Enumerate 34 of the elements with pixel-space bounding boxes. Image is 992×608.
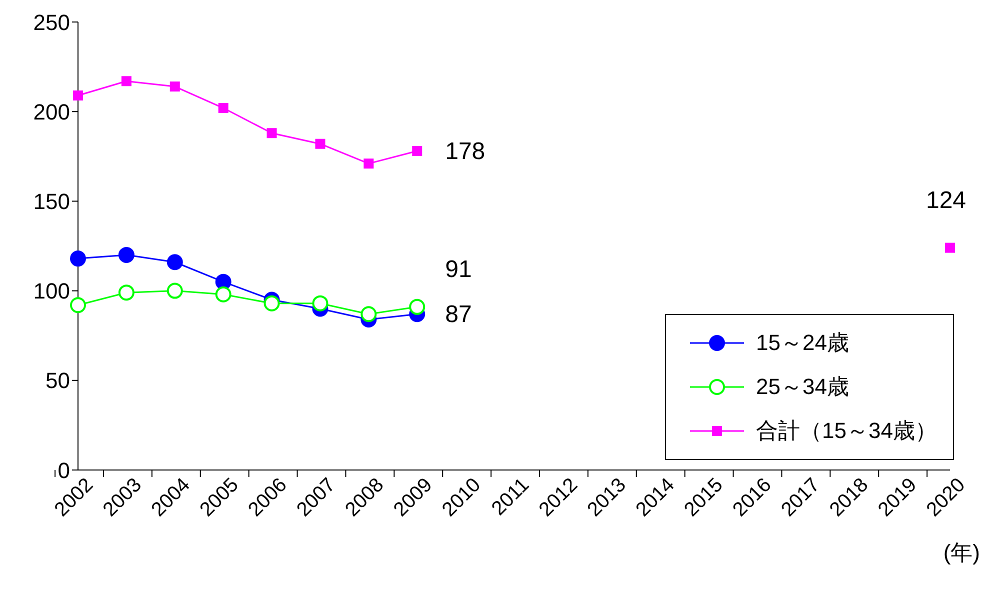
point (315, 138, 326, 149)
point (118, 246, 134, 263)
data-label: 91 (445, 256, 472, 283)
point (118, 284, 134, 301)
point (121, 76, 132, 86)
point (170, 82, 180, 92)
point (409, 298, 426, 315)
point (360, 306, 377, 322)
data-label: 124 (926, 186, 966, 214)
y-tick-label: 250 (33, 10, 70, 35)
y-tick-label: 200 (33, 99, 70, 124)
point (312, 295, 328, 312)
point (166, 254, 183, 270)
legend-label: 15～24歳 (756, 329, 849, 357)
point (945, 242, 955, 253)
text: (年) (943, 539, 980, 567)
y-tick-label: 100 (33, 278, 70, 304)
y-tick-label: 150 (33, 189, 70, 214)
y-tick-label: 50 (46, 368, 70, 394)
legend-label: 合計（15～34歳） (756, 417, 937, 445)
data-label: 87 (445, 301, 472, 328)
point (412, 146, 422, 156)
point (266, 128, 277, 138)
point (218, 103, 228, 114)
legend-label: 25～34歳 (756, 373, 849, 401)
data-label: 178 (445, 138, 486, 166)
point (73, 90, 83, 100)
point (70, 250, 86, 267)
point (264, 295, 280, 312)
point (215, 286, 232, 302)
point (70, 297, 86, 314)
point (166, 282, 183, 299)
point (364, 158, 374, 169)
y-tick-label: 0 (58, 458, 70, 483)
